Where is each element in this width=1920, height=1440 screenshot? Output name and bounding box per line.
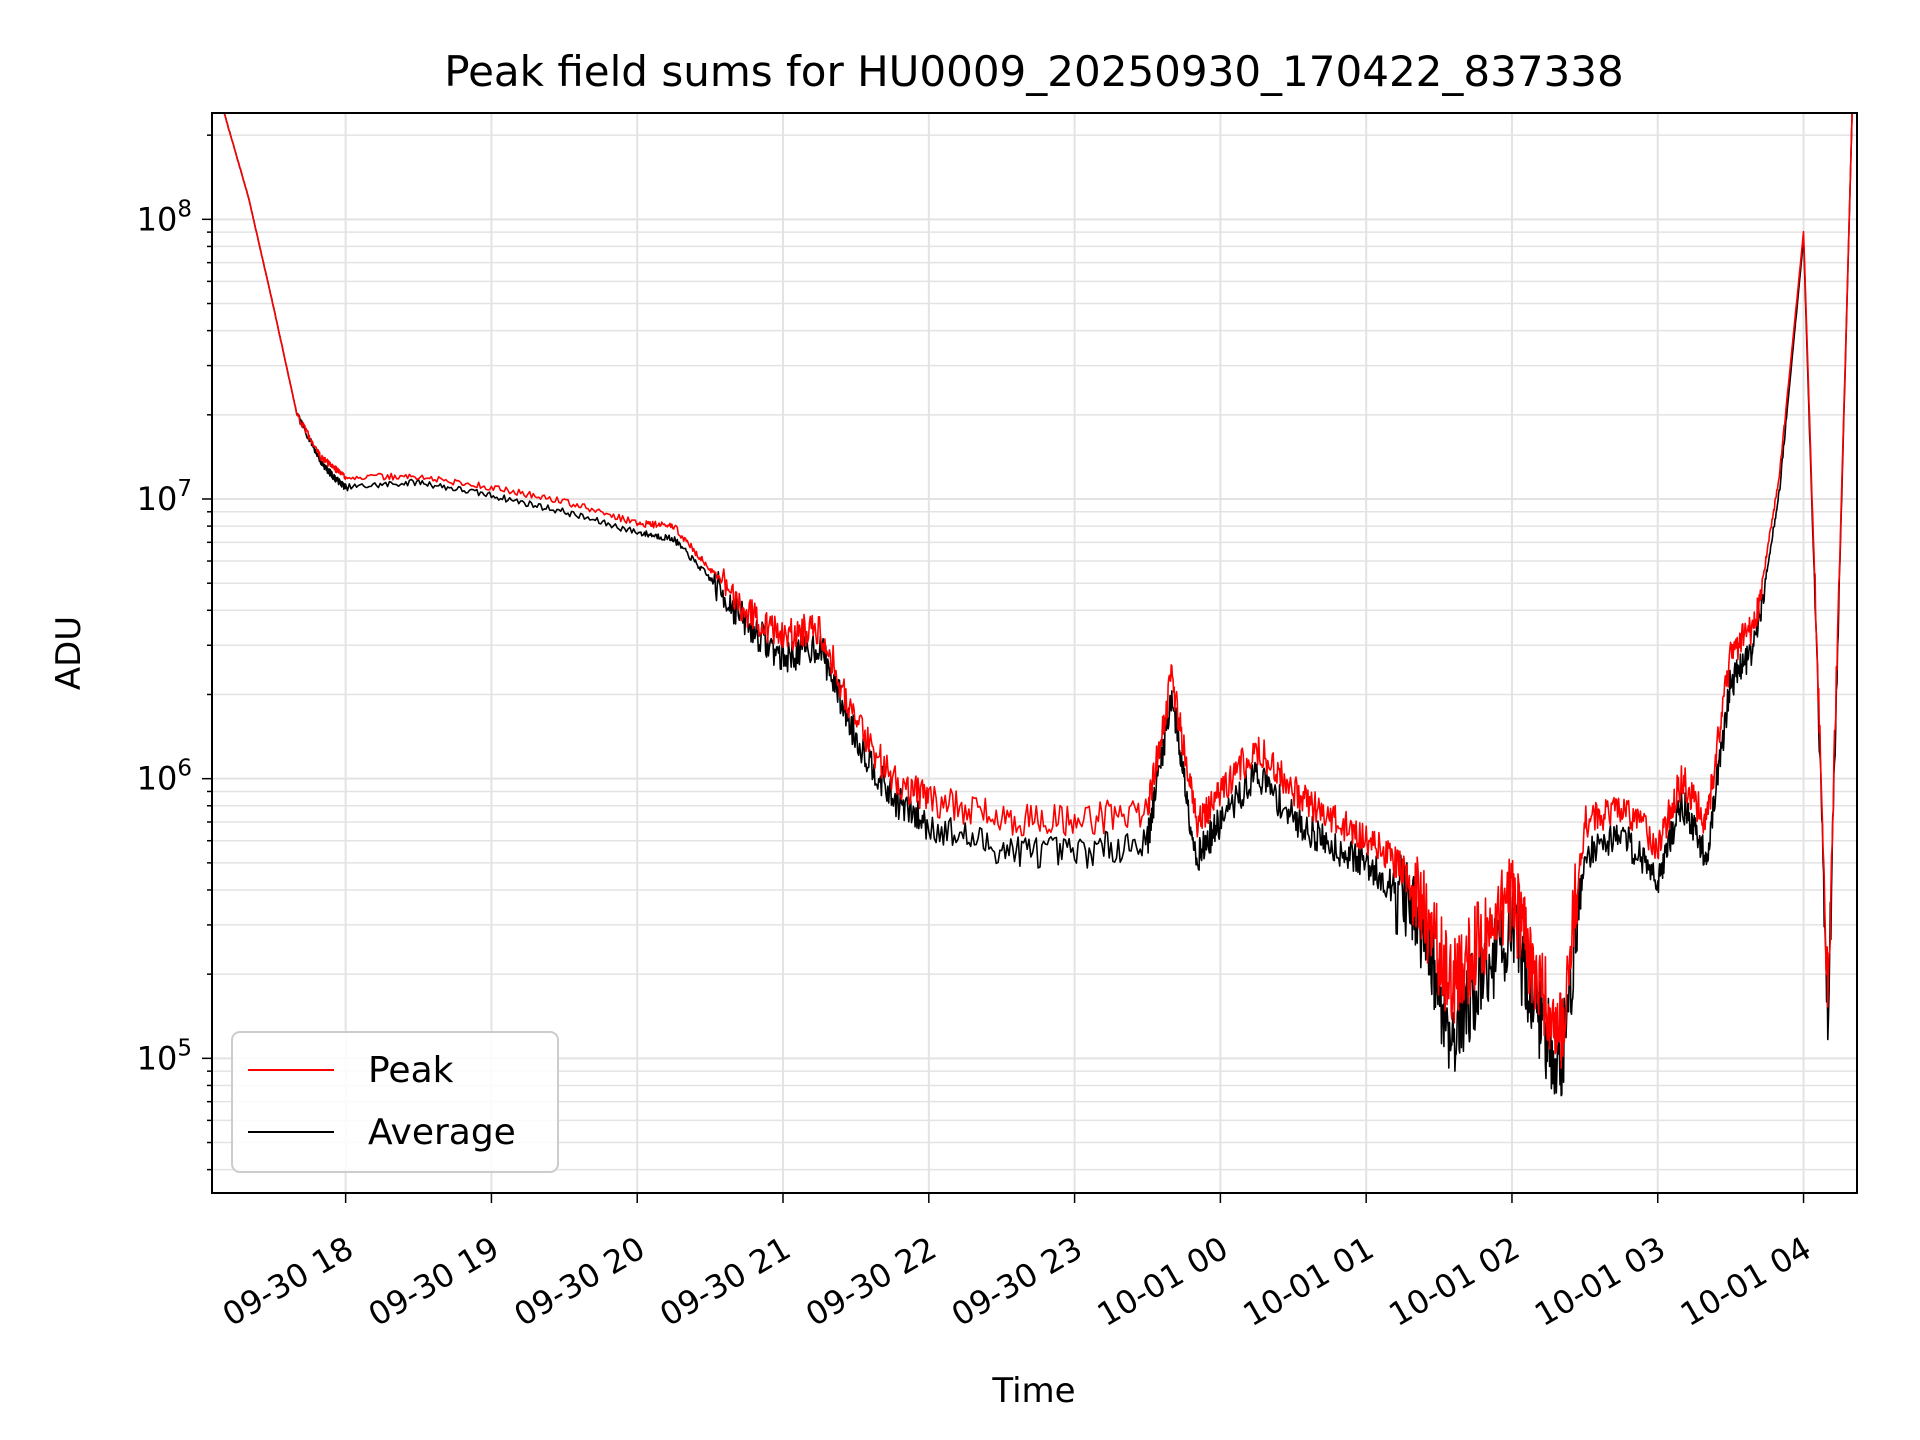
y-tick-label: 108: [137, 196, 192, 238]
y-tick-label: 106: [137, 756, 192, 798]
chart-title: Peak field sums for HU0009_20250930_1704…: [444, 47, 1623, 96]
series-line-peak: [223, 113, 1853, 1069]
legend-label-peak: Peak: [368, 1050, 454, 1091]
y-tick-label: 105: [137, 1035, 192, 1077]
x-axis-label: Time: [991, 1371, 1075, 1411]
y-axis-ticks: 105 106 107 108: [137, 134, 212, 1171]
legend-box: [231, 1031, 559, 1173]
y-axis-label: ADU: [49, 616, 89, 690]
series-line-average: [223, 113, 1853, 1097]
y-tick-label: 107: [137, 476, 192, 518]
series-layer: [223, 113, 1853, 1097]
legend: Peak Average: [231, 1031, 559, 1173]
plot-frame: [211, 112, 1858, 1194]
legend-label-average: Average: [368, 1112, 516, 1153]
